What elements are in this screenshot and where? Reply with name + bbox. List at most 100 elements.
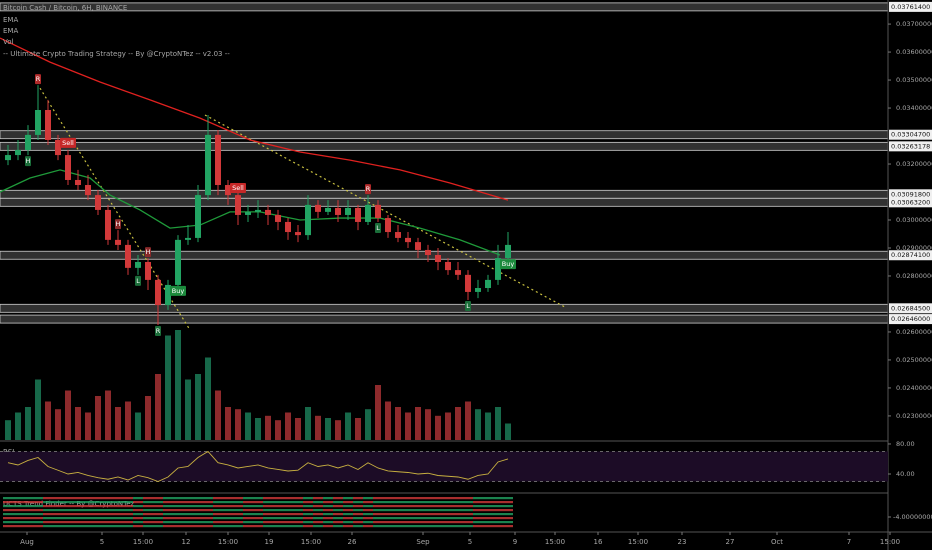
trend-cell bbox=[143, 509, 153, 512]
trend-cell bbox=[253, 513, 263, 516]
trend-cell bbox=[443, 521, 453, 524]
trend-cell bbox=[453, 501, 463, 504]
trend-cell bbox=[263, 509, 273, 512]
x-tick-label: 15:00 bbox=[880, 538, 900, 546]
trend-cell bbox=[213, 501, 223, 504]
x-tick-label: 12 bbox=[182, 538, 191, 546]
trend-cell bbox=[273, 509, 283, 512]
volume-bar bbox=[315, 415, 321, 440]
trend-cell bbox=[223, 513, 233, 516]
trend-cell bbox=[473, 513, 483, 516]
trend-cell bbox=[313, 509, 323, 512]
trend-cell bbox=[293, 525, 303, 528]
trend-cell bbox=[153, 501, 163, 504]
trend-cell bbox=[503, 517, 513, 520]
trend-cell bbox=[433, 525, 443, 528]
candle-body bbox=[125, 244, 131, 268]
trend-cell bbox=[343, 501, 353, 504]
trend-cell bbox=[393, 513, 403, 516]
candle-body bbox=[35, 110, 41, 135]
signal-box bbox=[145, 247, 151, 258]
trend-cell bbox=[103, 513, 113, 516]
trend-cell bbox=[363, 521, 373, 524]
legend-entry: Vol bbox=[3, 38, 14, 46]
trend-cell bbox=[193, 525, 203, 528]
trend-cell bbox=[133, 505, 143, 508]
volume-bar bbox=[115, 407, 121, 440]
rsi-band bbox=[0, 451, 888, 482]
volume-bar bbox=[95, 396, 101, 440]
trend-cell bbox=[93, 505, 103, 508]
trend-cell bbox=[193, 505, 203, 508]
trend-cell bbox=[63, 513, 73, 516]
trend-cell bbox=[43, 505, 53, 508]
x-tick-label: 15:00 bbox=[218, 538, 238, 546]
candle-body bbox=[335, 207, 341, 215]
candle-body bbox=[195, 195, 201, 238]
trend-cell bbox=[493, 509, 503, 512]
trend-cell bbox=[323, 517, 333, 520]
trend-cell bbox=[123, 513, 133, 516]
y-tick-label: 0.03000000 bbox=[896, 216, 932, 224]
volume-bar bbox=[215, 390, 221, 440]
signal-label: R bbox=[366, 185, 371, 193]
trend-cell bbox=[433, 501, 443, 504]
trend-cell bbox=[493, 501, 503, 504]
trend-cell bbox=[63, 521, 73, 524]
trend-cell bbox=[3, 509, 13, 512]
trend-cell bbox=[443, 509, 453, 512]
trend-cell bbox=[483, 513, 493, 516]
trend-cell bbox=[123, 501, 133, 504]
trend-cell bbox=[433, 517, 443, 520]
trend-cell bbox=[493, 525, 503, 528]
trend-cell bbox=[63, 497, 73, 500]
trend-cell bbox=[13, 505, 23, 508]
trend-cell bbox=[293, 509, 303, 512]
level-label: 0.02646000 bbox=[891, 315, 930, 323]
volume-bar bbox=[255, 418, 261, 440]
candle-body bbox=[375, 204, 381, 219]
trend-cell bbox=[203, 525, 213, 528]
trend-cell bbox=[153, 509, 163, 512]
trend-cell bbox=[363, 509, 373, 512]
candle-body bbox=[275, 214, 281, 222]
trend-cell bbox=[133, 501, 143, 504]
legend-entry: EMA bbox=[3, 16, 18, 24]
candle-body bbox=[85, 185, 91, 196]
trend-cell bbox=[183, 497, 193, 500]
trend-cell bbox=[93, 501, 103, 504]
x-tick-label: 16 bbox=[594, 538, 603, 546]
volume-bar bbox=[275, 420, 281, 440]
level-label: 0.03263178 bbox=[891, 142, 930, 150]
trend-cell bbox=[113, 525, 123, 528]
candle-body bbox=[475, 288, 481, 292]
y-tick-label: 0.02400000 bbox=[896, 384, 932, 392]
trend-cell bbox=[53, 501, 63, 504]
trend-cell bbox=[433, 521, 443, 524]
signal-box bbox=[365, 184, 371, 195]
trend-cell bbox=[413, 505, 423, 508]
trend-cell bbox=[23, 521, 33, 524]
trend-cell bbox=[13, 517, 23, 520]
y-tick-label: 0.02300000 bbox=[896, 412, 932, 420]
trend-cell bbox=[143, 525, 153, 528]
trend-cell bbox=[483, 509, 493, 512]
trend-cell bbox=[123, 509, 133, 512]
trend-cell bbox=[23, 525, 33, 528]
y-tick-label: 0.03400000 bbox=[896, 104, 932, 112]
x-tick-label: 15:00 bbox=[133, 538, 153, 546]
volume-bar bbox=[465, 401, 471, 440]
y-tick-label: 0.03500000 bbox=[896, 76, 932, 84]
volume-bar bbox=[205, 357, 211, 440]
y-tick-label: 40.00 bbox=[896, 470, 915, 478]
trend-cell bbox=[3, 501, 13, 504]
trend-cell bbox=[433, 509, 443, 512]
trend-cell bbox=[303, 513, 313, 516]
candle-body bbox=[265, 209, 271, 215]
trend-cell bbox=[113, 501, 123, 504]
signal-label: L bbox=[466, 302, 470, 310]
trend-cell bbox=[103, 501, 113, 504]
trend-cell bbox=[503, 509, 513, 512]
level-zone bbox=[0, 314, 888, 324]
ema-line bbox=[0, 37, 509, 201]
